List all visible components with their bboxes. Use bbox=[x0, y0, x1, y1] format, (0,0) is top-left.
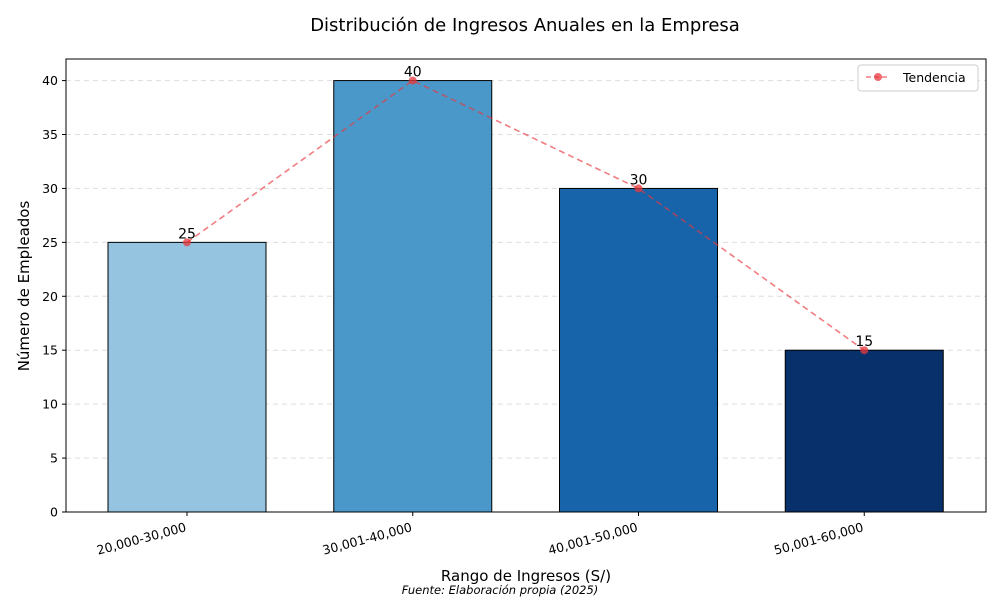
chart-title: Distribución de Ingresos Anuales en la E… bbox=[310, 15, 740, 36]
trend-point bbox=[183, 238, 191, 247]
x-axis-label: Rango de Ingresos (S/) bbox=[441, 567, 611, 585]
y-tick-label: 35 bbox=[42, 127, 58, 142]
y-tick-label: 30 bbox=[42, 181, 58, 196]
x-tick-label: 50,001-60,000 bbox=[772, 519, 865, 557]
trend-point bbox=[408, 76, 417, 85]
y-tick-label: 20 bbox=[42, 289, 58, 304]
data-label: 40 bbox=[404, 65, 422, 81]
y-tick-label: 25 bbox=[42, 235, 58, 250]
data-label: 30 bbox=[630, 172, 648, 188]
bars bbox=[107, 80, 944, 513]
legend-marker-icon bbox=[874, 73, 882, 81]
data-label: 25 bbox=[178, 226, 196, 242]
x-axis: 20,000-30,000 30,001-40,000 40,001-50,000 5… bbox=[95, 512, 865, 558]
source-note: Fuente: Elaboración propia (2025) bbox=[402, 583, 599, 597]
trend-series-line bbox=[186, 79, 865, 351]
y-tick-label: 5 bbox=[50, 451, 58, 466]
x-tick-label: 40,001-50,000 bbox=[547, 519, 640, 557]
y-tick-label: 0 bbox=[50, 505, 58, 520]
data-labels: 25 40 30 15 bbox=[178, 65, 873, 351]
y-tick-label: 15 bbox=[42, 343, 58, 358]
y-axis: 0 5 10 15 20 25 30 35 40 bbox=[42, 73, 66, 520]
trend-point bbox=[634, 184, 643, 193]
data-label: 15 bbox=[855, 334, 873, 350]
y-tick-label: 40 bbox=[42, 73, 58, 88]
legend: Tendencia bbox=[857, 64, 979, 92]
legend-box bbox=[857, 64, 979, 92]
trend-line bbox=[183, 76, 869, 355]
plot-frame bbox=[65, 58, 987, 513]
bar bbox=[107, 241, 267, 513]
trend-point bbox=[860, 346, 869, 355]
bar bbox=[559, 187, 718, 513]
legend-label: Tendencia bbox=[902, 70, 966, 85]
bar bbox=[784, 349, 944, 513]
bar bbox=[333, 80, 493, 513]
x-tick-label: 30,001-40,000 bbox=[321, 519, 414, 557]
x-tick-label: 20,000-30,000 bbox=[95, 519, 188, 557]
y-tick-label: 10 bbox=[42, 397, 58, 412]
y-axis-label: Número de Empleados bbox=[15, 201, 33, 372]
